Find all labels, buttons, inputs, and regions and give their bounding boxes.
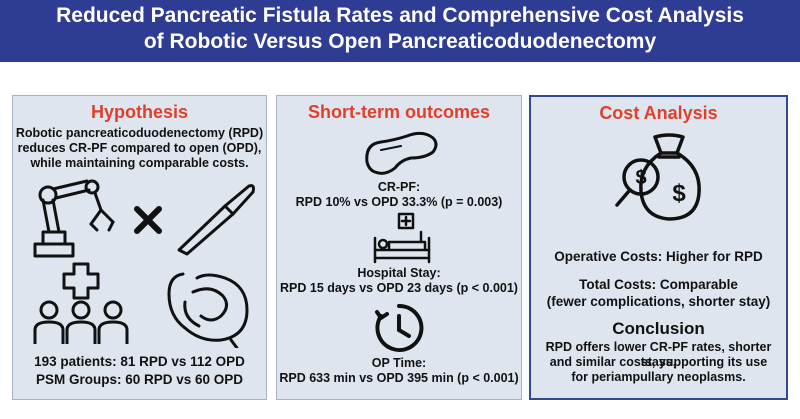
outcomes-title: Short-term outcomes (307, 102, 491, 122)
total-costs-1: Total Costs: Comparable (579, 277, 738, 292)
conclusion-line-3: for periampullary neoplasms. (571, 370, 746, 384)
conclusion-line-2: and similar costs, supporting its use (549, 355, 768, 369)
hypothesis-text-1: Robotic pancreaticoduodenectomy (RPD) (15, 126, 264, 140)
hypothesis-title: Hypothesis (90, 102, 189, 122)
versus-x-icon (134, 206, 162, 234)
robotic-arm-icon (33, 179, 115, 258)
hypothesis-panel: Hypothesis Robotic pancreaticoduodenecto… (12, 95, 267, 400)
intestine-icon (167, 272, 249, 348)
hypothesis-stats-1: 193 patients: 81 RPD vs 112 OPD (34, 354, 245, 369)
clock-icon (375, 303, 424, 352)
patients-group-icon (33, 262, 129, 344)
pancreas-icon (365, 131, 438, 175)
svg-text:$: $ (672, 180, 686, 207)
conclusion-title: Conclusion (612, 319, 705, 338)
total-costs-2: (fewer complications, shorter stay) (546, 294, 771, 309)
outcome-optime-label: OP Time: (371, 356, 427, 370)
hospital-bed-icon (373, 212, 431, 264)
outcomes-panel: Short-term outcomes CR-PF: RPD 10% vs OP… (276, 95, 522, 400)
outcome-crpf-label: CR-PF: (377, 180, 421, 194)
outcome-optime-value: RPD 633 min vs OPD 395 min (p < 0.001) (279, 371, 519, 385)
scalpel-icon (177, 184, 255, 256)
outcome-crpf-value: RPD 10% vs OPD 33.3% (p = 0.003) (295, 195, 503, 209)
cost-title: Cost Analysis (599, 103, 718, 123)
cost-panel: Cost Analysis $ $ Operative Costs: Highe… (529, 95, 788, 400)
money-bag-search-icon: $ $ (615, 133, 701, 221)
outcome-stay-value: RPD 15 days vs OPD 23 days (p < 0.001) (280, 281, 518, 295)
hypothesis-text-2: reduces CR-PF compared to open (OPD), (17, 141, 262, 155)
conclusion-line-1: RPD offers lower CR-PF rates, shorter st… (545, 340, 772, 369)
operative-costs: Operative Costs: Higher for RPD (554, 249, 763, 264)
outcome-stay-label: Hospital Stay: (357, 266, 441, 280)
hypothesis-text-3: while maintaining comparable costs. (30, 156, 249, 170)
title-line-1: Reduced Pancreatic Fistula Rates and Com… (56, 4, 744, 27)
svg-text:$: $ (635, 167, 646, 189)
title-line-2: of Robotic Versus Open Pancreaticoduoden… (143, 30, 657, 53)
hypothesis-stats-2: PSM Groups: 60 RPD vs 60 OPD (35, 372, 244, 387)
header-banner: Reduced Pancreatic Fistula Rates and Com… (0, 0, 800, 62)
